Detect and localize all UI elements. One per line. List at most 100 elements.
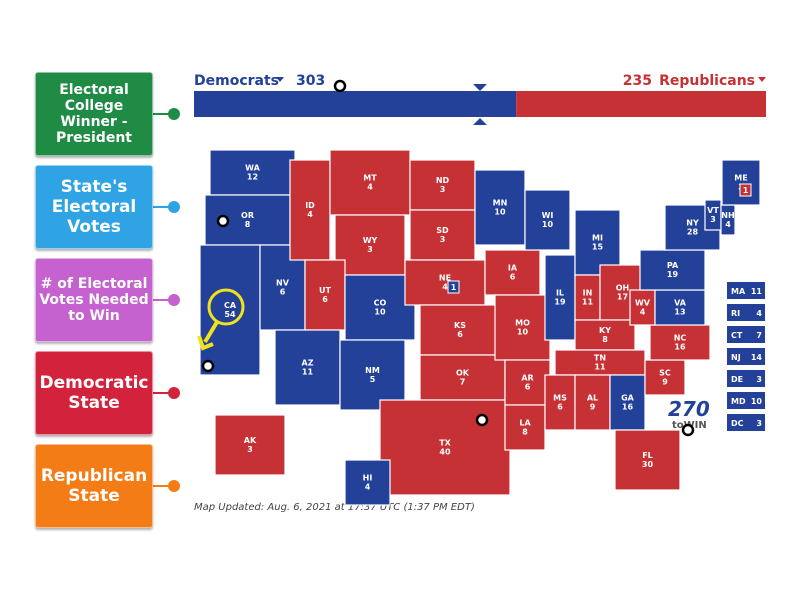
split-votes: 1 xyxy=(743,186,749,195)
state-abbr: IN xyxy=(583,289,593,298)
state-abbr: AR xyxy=(521,374,533,383)
state-shape xyxy=(409,209,476,261)
state-abbr: MN xyxy=(493,199,508,208)
small-state-votes: 7 xyxy=(756,331,762,340)
state-abbr: NE xyxy=(439,274,451,283)
state-shape xyxy=(644,359,686,396)
logo-number: 270 xyxy=(668,397,710,421)
state-abbr: IL xyxy=(556,289,564,298)
state-votes: 13 xyxy=(674,308,685,317)
small-state-votes: 11 xyxy=(751,287,763,296)
state-votes: 10 xyxy=(542,220,554,229)
state-votes: 3 xyxy=(440,185,446,194)
state-abbr: GA xyxy=(621,394,635,403)
state-abbr: NY xyxy=(686,219,699,228)
state-votes: 16 xyxy=(674,343,686,352)
state-shape xyxy=(339,339,406,411)
state-shape xyxy=(544,374,576,431)
draggable-label[interactable]: Democratic State xyxy=(35,351,153,435)
state-shape xyxy=(574,319,636,351)
rep-votes: 235 xyxy=(623,73,652,89)
small-state-abbr: DC xyxy=(731,419,744,428)
state-shape xyxy=(379,399,511,496)
state-votes: 11 xyxy=(302,368,314,377)
state-votes: 11 xyxy=(582,298,594,307)
state-abbr: LA xyxy=(519,419,531,428)
draggable-label[interactable]: Republican State xyxy=(35,444,153,528)
split-votes: 1 xyxy=(451,283,457,292)
state-abbr: OH xyxy=(616,284,630,293)
state-abbr: CA xyxy=(224,301,237,310)
state-abbr: PA xyxy=(667,261,679,270)
state-abbr: NC xyxy=(674,334,687,343)
state-abbr: SC xyxy=(659,369,671,378)
state-votes: 4 xyxy=(365,483,371,492)
state-votes: 3 xyxy=(710,215,716,224)
state-votes: 5 xyxy=(370,375,376,384)
state-abbr: UT xyxy=(319,286,331,295)
state-abbr: HI xyxy=(363,474,373,483)
state-abbr: MI xyxy=(592,234,603,243)
state-shape xyxy=(419,304,501,356)
state-shape xyxy=(304,259,346,331)
state-abbr: SD xyxy=(436,226,449,235)
state-votes: 6 xyxy=(557,403,563,412)
draggable-label[interactable]: # of Electoral Votes Needed to Win xyxy=(35,258,153,342)
state-abbr: KS xyxy=(454,321,466,330)
state-shape xyxy=(329,149,411,216)
state-abbr: VT xyxy=(707,206,719,215)
connector-dot xyxy=(168,108,180,120)
drop-target xyxy=(475,413,489,427)
state-abbr: WA xyxy=(245,164,260,173)
drop-target xyxy=(201,359,215,373)
state-shape xyxy=(524,189,571,251)
state-abbr: WV xyxy=(635,299,651,308)
small-state-box xyxy=(727,304,765,321)
state-abbr: AL xyxy=(587,394,598,403)
small-state-votes: 4 xyxy=(756,309,762,318)
state-votes: 10 xyxy=(494,208,506,217)
draggable-label[interactable]: Electoral College Winner - President xyxy=(35,72,153,156)
dem-votes: 303 xyxy=(296,73,325,89)
small-state-abbr: CT xyxy=(731,331,743,340)
state-abbr: CO xyxy=(374,299,387,308)
state-votes: 4 xyxy=(640,308,646,317)
state-shape xyxy=(209,149,296,196)
drop-target xyxy=(333,79,347,93)
state-votes: 7 xyxy=(460,378,466,387)
connector-dot xyxy=(168,201,180,213)
state-votes: 17 xyxy=(617,293,628,302)
state-shape xyxy=(484,249,541,296)
state-shape xyxy=(639,249,706,291)
small-state-box xyxy=(727,414,765,431)
state-shape xyxy=(649,324,711,361)
state-shape xyxy=(574,209,621,276)
state-abbr: KY xyxy=(599,326,611,335)
state-abbr: ME xyxy=(734,174,747,183)
drop-target xyxy=(216,214,230,228)
small-state-box xyxy=(727,348,765,365)
state-abbr: WI xyxy=(542,211,554,220)
draggable-label[interactable]: State's Electoral Votes xyxy=(35,165,153,249)
state-shape xyxy=(629,289,656,326)
small-state-votes: 3 xyxy=(756,419,762,428)
state-votes: 9 xyxy=(662,378,668,387)
small-state-abbr: MD xyxy=(731,397,746,406)
state-abbr: MT xyxy=(363,174,377,183)
state-abbr: NH xyxy=(721,211,734,220)
state-votes: 19 xyxy=(667,270,679,279)
state-abbr: FL xyxy=(642,451,653,460)
state-votes: 4 xyxy=(725,220,731,229)
state-votes: 4 xyxy=(442,283,448,292)
drop-target xyxy=(681,423,695,437)
state-abbr: TX xyxy=(439,439,451,448)
state-votes: 12 xyxy=(247,173,258,182)
small-state-votes: 3 xyxy=(756,375,762,384)
connector-dot xyxy=(168,387,180,399)
small-state-box xyxy=(727,370,765,387)
state-votes: 8 xyxy=(602,335,608,344)
state-shape xyxy=(334,214,406,276)
state-votes: 8 xyxy=(522,428,528,437)
dem-name: Democrats xyxy=(194,73,279,89)
